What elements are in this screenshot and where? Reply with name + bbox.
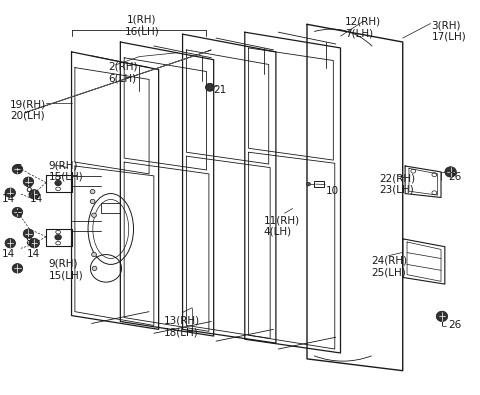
Ellipse shape: [92, 213, 96, 217]
Ellipse shape: [445, 167, 456, 177]
Polygon shape: [24, 50, 211, 113]
Text: 24(RH)
25(LH): 24(RH) 25(LH): [372, 256, 408, 277]
Text: 9(RH)
15(LH): 9(RH) 15(LH): [48, 258, 84, 280]
Text: 22(RH)
23(LH): 22(RH) 23(LH): [379, 173, 415, 195]
Ellipse shape: [23, 229, 34, 239]
Ellipse shape: [436, 311, 448, 322]
Text: 3(RH)
17(LH): 3(RH) 17(LH): [432, 21, 466, 42]
Text: 19(RH)
20(LH): 19(RH) 20(LH): [10, 99, 47, 121]
Text: 21: 21: [214, 85, 227, 95]
Ellipse shape: [205, 83, 214, 91]
Text: 26: 26: [448, 172, 461, 182]
Text: 11(RH)
4(LH): 11(RH) 4(LH): [264, 215, 300, 237]
Ellipse shape: [56, 241, 60, 245]
Text: 8: 8: [25, 237, 32, 247]
Text: 9(RH)
15(LH): 9(RH) 15(LH): [48, 160, 84, 182]
Text: 12(RH)
7(LH): 12(RH) 7(LH): [345, 17, 382, 38]
Bar: [314, 181, 324, 187]
Ellipse shape: [55, 180, 61, 186]
Text: 26: 26: [448, 320, 461, 329]
Text: 1(RH)
16(LH): 1(RH) 16(LH): [124, 15, 159, 36]
Text: 14: 14: [1, 194, 15, 203]
Ellipse shape: [23, 177, 34, 186]
Text: 5: 5: [15, 164, 22, 174]
Ellipse shape: [29, 190, 39, 199]
Text: 13(RH)
18(LH): 13(RH) 18(LH): [163, 316, 200, 337]
Ellipse shape: [307, 182, 311, 186]
Text: 14: 14: [27, 249, 40, 259]
Text: 14: 14: [29, 194, 43, 203]
Ellipse shape: [90, 199, 95, 203]
Text: 10: 10: [326, 186, 339, 196]
Text: 8: 8: [25, 184, 32, 194]
Ellipse shape: [12, 207, 23, 217]
Ellipse shape: [90, 190, 95, 194]
Ellipse shape: [55, 235, 61, 240]
Text: 14: 14: [1, 249, 15, 259]
Ellipse shape: [56, 236, 60, 240]
Ellipse shape: [92, 252, 96, 257]
Text: 5: 5: [15, 210, 22, 220]
Ellipse shape: [56, 182, 60, 186]
Ellipse shape: [56, 230, 60, 234]
Text: 2(RH)
6(LH): 2(RH) 6(LH): [108, 62, 138, 83]
Ellipse shape: [5, 239, 15, 248]
Ellipse shape: [12, 263, 23, 273]
Bar: [101, 203, 120, 213]
Ellipse shape: [92, 266, 97, 271]
Ellipse shape: [56, 176, 60, 180]
Ellipse shape: [56, 187, 60, 191]
Ellipse shape: [12, 164, 23, 174]
Ellipse shape: [5, 188, 15, 198]
Ellipse shape: [29, 239, 39, 248]
